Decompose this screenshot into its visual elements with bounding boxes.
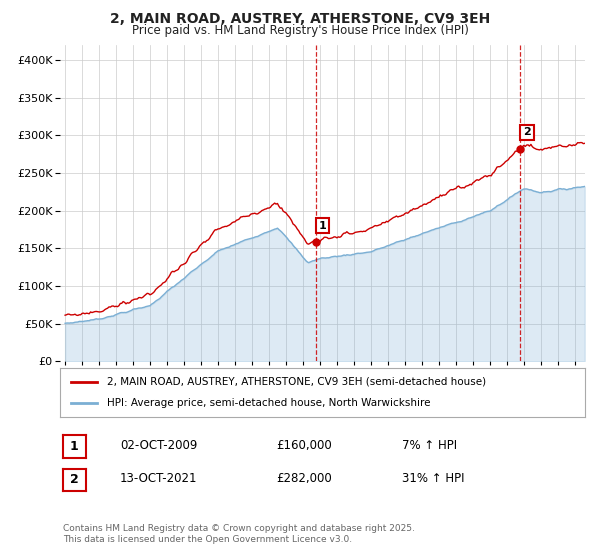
Text: HPI: Average price, semi-detached house, North Warwickshire: HPI: Average price, semi-detached house,… [107, 398, 431, 408]
Text: 2: 2 [70, 473, 79, 487]
Text: 02-OCT-2009: 02-OCT-2009 [120, 438, 197, 452]
Text: 1: 1 [319, 221, 326, 231]
Text: 2, MAIN ROAD, AUSTREY, ATHERSTONE, CV9 3EH (semi-detached house): 2, MAIN ROAD, AUSTREY, ATHERSTONE, CV9 3… [107, 377, 487, 387]
Text: 13-OCT-2021: 13-OCT-2021 [120, 472, 197, 486]
Text: 31% ↑ HPI: 31% ↑ HPI [402, 472, 464, 486]
Text: Price paid vs. HM Land Registry's House Price Index (HPI): Price paid vs. HM Land Registry's House … [131, 24, 469, 36]
Text: 2: 2 [523, 127, 531, 137]
Text: 2, MAIN ROAD, AUSTREY, ATHERSTONE, CV9 3EH: 2, MAIN ROAD, AUSTREY, ATHERSTONE, CV9 3… [110, 12, 490, 26]
Text: 1: 1 [70, 440, 79, 453]
Text: 7% ↑ HPI: 7% ↑ HPI [402, 438, 457, 452]
Text: £282,000: £282,000 [276, 472, 332, 486]
Text: Contains HM Land Registry data © Crown copyright and database right 2025.
This d: Contains HM Land Registry data © Crown c… [63, 524, 415, 544]
Text: £160,000: £160,000 [276, 438, 332, 452]
